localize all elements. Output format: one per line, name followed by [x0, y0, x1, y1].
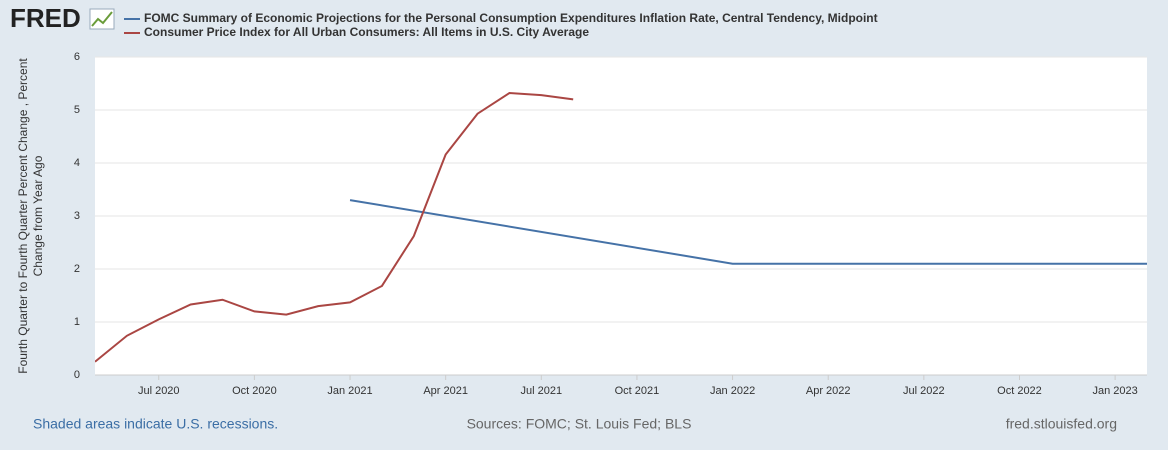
plot-lines [95, 92, 1147, 363]
series-line [95, 92, 574, 363]
y-tick-label: 4 [74, 157, 80, 169]
x-tick-label: Jan 2023 [1092, 385, 1137, 397]
legend-label: Consumer Price Index for All Urban Consu… [144, 25, 589, 39]
x-tick-label: Jan 2022 [710, 385, 755, 397]
x-tick-label: Oct 2022 [997, 385, 1042, 397]
x-tick-label: Jul 2021 [521, 385, 563, 397]
series-line [349, 199, 1147, 265]
x-tick-label: Jan 2021 [327, 385, 372, 397]
x-tick-label: Jul 2020 [138, 385, 180, 397]
y-axis-label: Fourth Quarter to Fourth Quarter Percent… [16, 58, 45, 374]
y-tick-label: 5 [74, 104, 80, 116]
logo-icon [89, 8, 115, 30]
logo: FRED [10, 3, 81, 33]
y-tick-label: 2 [74, 263, 80, 275]
y-tick-label: 3 [74, 210, 80, 222]
legend-label: FOMC Summary of Economic Projections for… [144, 11, 878, 25]
x-tick-label: Jul 2022 [903, 385, 945, 397]
y-tick-label: 1 [74, 316, 80, 328]
sources: Sources: FOMC; St. Louis Fed; BLS [467, 416, 692, 432]
x-tick-label: Apr 2022 [806, 385, 851, 397]
recession-note[interactable]: Shaded areas indicate U.S. recessions. [33, 416, 278, 432]
x-tick-label: Oct 2020 [232, 385, 277, 397]
y-tick-label: 6 [74, 51, 80, 63]
site-link[interactable]: fred.stlouisfed.org [1006, 416, 1117, 432]
y-axis-label-line: Change from Year Ago [31, 155, 45, 276]
y-tick-label: 0 [74, 369, 80, 381]
x-tick-label: Apr 2021 [423, 385, 468, 397]
x-tick-label: Oct 2021 [615, 385, 660, 397]
y-axis-label-line: Fourth Quarter to Fourth Quarter Percent… [16, 58, 30, 374]
